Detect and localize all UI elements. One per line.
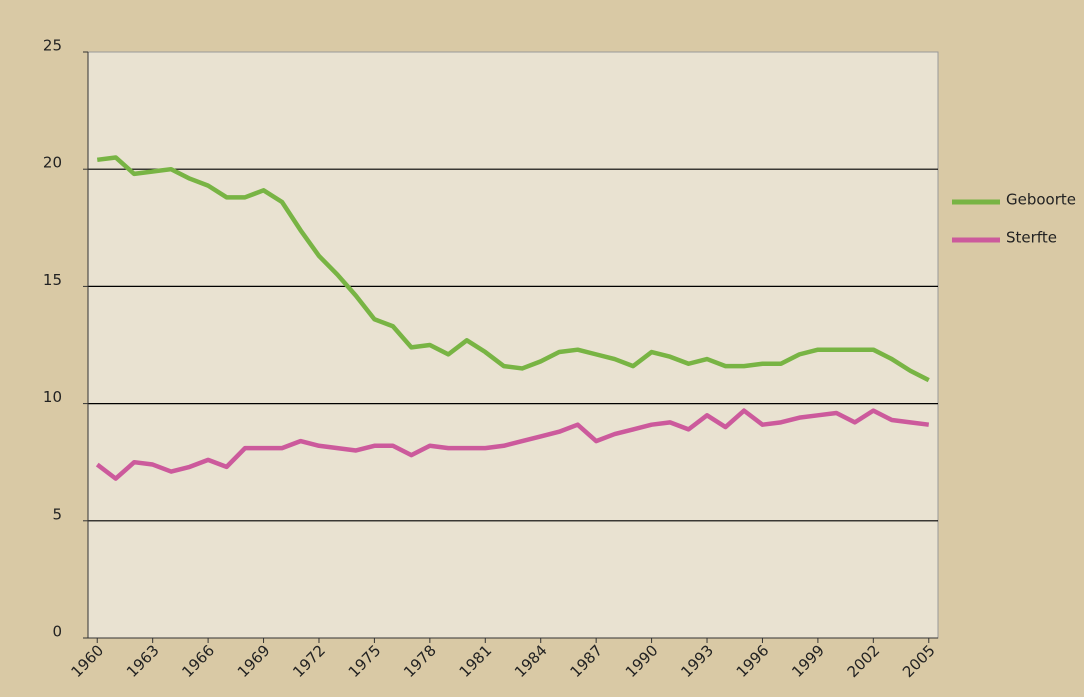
plot-area: [87, 51, 939, 639]
legend-label: Sterfte: [1006, 229, 1057, 247]
y-tick-label: 10: [43, 388, 62, 406]
series-line: [96, 155, 930, 383]
series-line: [95, 408, 930, 481]
y-tick-label: 0: [52, 623, 62, 641]
y-tick-label: 25: [43, 37, 62, 55]
y-tick-label: 20: [43, 154, 62, 172]
y-tick-label: 15: [43, 271, 62, 289]
legend-label: Geboorte: [1006, 191, 1076, 209]
y-tick-label: 5: [52, 505, 62, 523]
